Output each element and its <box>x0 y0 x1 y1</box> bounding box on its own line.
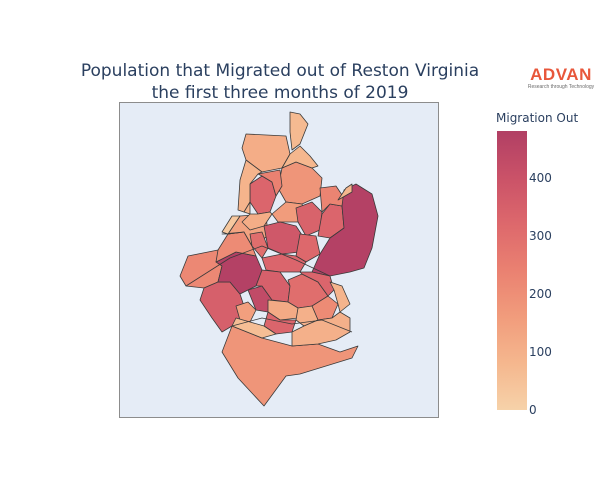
colorbar-tick-label: 300 <box>529 228 552 243</box>
map-region <box>243 201 251 215</box>
map-region <box>299 271 335 297</box>
map-region <box>337 183 353 201</box>
map-region <box>249 231 269 259</box>
choropleth-map[interactable] <box>119 102 439 418</box>
colorbar-tick-label: 200 <box>529 286 552 301</box>
map-region <box>295 201 323 237</box>
map-boundary-line <box>231 317 353 333</box>
map-region <box>281 145 319 169</box>
map-region <box>277 161 323 205</box>
colorbar <box>497 131 527 410</box>
colorbar-tick-label: 100 <box>529 344 552 359</box>
colorbar-title: Migration Out <box>496 111 579 125</box>
map-boundary-line <box>185 245 331 287</box>
map-region <box>291 311 351 347</box>
map-region <box>221 215 241 235</box>
chart-title-line-1: Population that Migrated out of Reston V… <box>80 61 480 81</box>
map-region <box>179 249 223 289</box>
colorbar-tick-label: 400 <box>529 170 552 185</box>
map-region <box>241 133 291 173</box>
map-region <box>235 301 257 323</box>
colorbar-tick-label: 0 <box>529 403 537 417</box>
map-region <box>257 169 283 197</box>
advan-logo: ADVAN Research through Technology <box>526 66 596 91</box>
logo-tagline: Research through Technology <box>527 84 595 90</box>
map-region <box>311 183 379 277</box>
map-region <box>289 111 309 151</box>
chart-title: Population that Migrated out of Reston V… <box>60 60 500 104</box>
map-region <box>241 211 273 231</box>
map-region <box>295 233 321 263</box>
chart-title-line-2: the first three months of 2019 <box>151 83 409 103</box>
logo-wordmark: ADVAN <box>530 65 592 84</box>
colorbar-gradient <box>497 131 527 410</box>
